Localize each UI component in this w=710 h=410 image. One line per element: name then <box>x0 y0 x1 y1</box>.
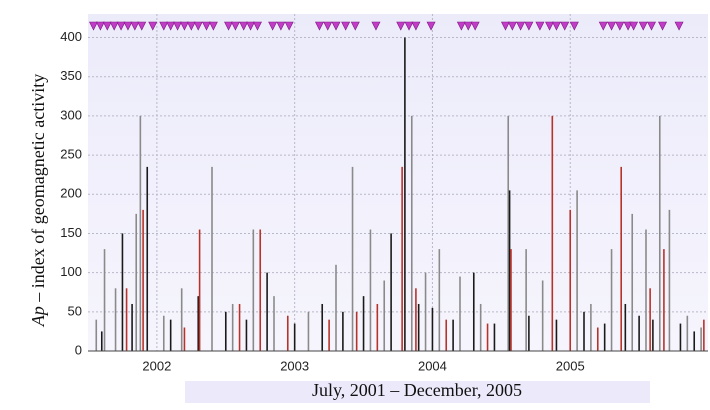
event-marker <box>545 21 555 31</box>
event-marker <box>193 21 203 31</box>
event-marker <box>535 21 545 31</box>
event-marker <box>331 21 341 31</box>
event-marker <box>341 21 351 31</box>
event-marker <box>463 21 473 31</box>
xlabel-box <box>185 381 650 403</box>
event-marker <box>396 21 406 31</box>
event-marker <box>456 21 466 31</box>
y-tick-label: 100 <box>60 264 82 279</box>
event-marker <box>137 21 147 31</box>
event-marker <box>569 21 579 31</box>
x-tick-label: 2003 <box>280 358 309 373</box>
event-marker <box>95 21 105 31</box>
x-tick-label: 2004 <box>418 358 447 373</box>
event-marker <box>116 21 126 31</box>
event-marker <box>658 21 668 31</box>
y-tick-label: 50 <box>68 303 82 318</box>
event-marker <box>524 21 534 31</box>
event-marker <box>276 21 286 31</box>
y-tick-label: 150 <box>60 225 82 240</box>
y-tick-label: 300 <box>60 107 82 122</box>
event-marker <box>179 21 189 31</box>
event-marker <box>516 21 526 31</box>
event-marker <box>109 21 119 31</box>
event-marker <box>230 21 240 31</box>
x-tick-label: 2005 <box>556 358 585 373</box>
event-marker <box>246 21 256 31</box>
event-marker <box>371 21 381 31</box>
event-marker <box>102 21 112 31</box>
event-marker <box>615 21 625 31</box>
event-marker <box>629 21 639 31</box>
y-tick-label: 0 <box>75 342 82 357</box>
event-marker <box>470 21 480 31</box>
event-marker <box>166 21 176 31</box>
y-axis-label: Ap – index of geomagnetic activity <box>28 74 48 327</box>
event-marker <box>404 21 414 31</box>
event-marker <box>186 21 196 31</box>
x-axis-label: July, 2001 – December, 2005 <box>312 380 522 400</box>
event-marker <box>284 21 294 31</box>
event-marker <box>507 21 517 31</box>
y-tick-label: 200 <box>60 186 82 201</box>
x-tick-label: 2002 <box>142 358 171 373</box>
y-tick-label: 350 <box>60 68 82 83</box>
event-marker <box>268 21 278 31</box>
event-marker <box>224 21 234 31</box>
event-marker <box>598 21 608 31</box>
y-tick-label: 250 <box>60 147 82 162</box>
event-marker <box>130 21 140 31</box>
event-marker <box>647 21 656 31</box>
event-marker <box>411 21 421 31</box>
event-marker <box>426 21 436 31</box>
event-marker <box>314 21 324 31</box>
event-marker <box>252 21 262 31</box>
event-marker <box>239 21 249 31</box>
event-marker <box>350 21 360 31</box>
y-tick-label: 400 <box>60 29 82 44</box>
y-axis-label-symbol: Ap <box>28 306 48 327</box>
event-marker <box>208 21 218 31</box>
event-marker <box>173 21 183 31</box>
event-marker <box>674 21 684 31</box>
event-marker <box>323 21 333 31</box>
y-axis-label-text: – index of geomagnetic activity <box>28 74 48 303</box>
event-marker <box>123 21 133 31</box>
event-marker <box>159 21 169 31</box>
event-marker <box>560 21 570 31</box>
event-marker <box>551 21 561 31</box>
event-marker <box>500 21 510 31</box>
event-marker <box>148 21 158 31</box>
event-marker <box>202 21 211 31</box>
event-marker <box>607 21 617 31</box>
event-marker <box>89 21 98 31</box>
event-marker <box>638 21 648 31</box>
event-marker <box>623 21 633 31</box>
plot-area <box>88 14 708 351</box>
